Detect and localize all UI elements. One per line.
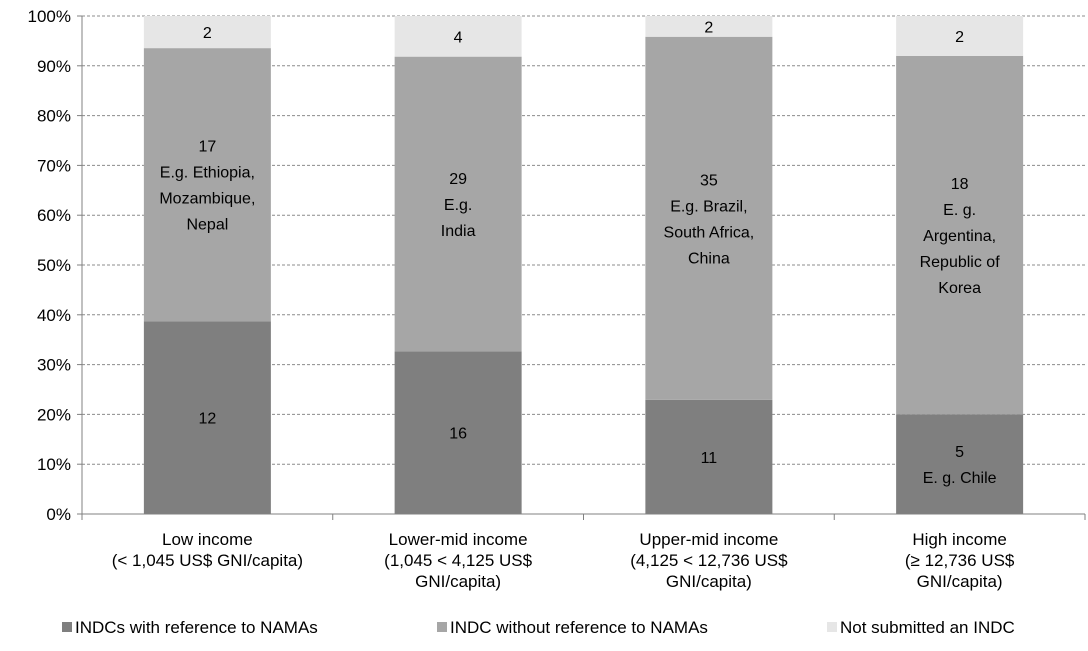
- data-label: 2: [955, 29, 964, 46]
- data-annotation: Mozambique,: [159, 191, 255, 208]
- y-tick-label: 20%: [37, 405, 71, 424]
- data-annotation: China: [688, 250, 730, 267]
- legend-swatch: [827, 622, 837, 632]
- data-label: 16: [449, 426, 467, 443]
- y-tick-label: 60%: [37, 206, 71, 225]
- x-tick-label: GNI/capita): [666, 572, 752, 591]
- data-annotation: E.g. Brazil,: [670, 198, 747, 215]
- data-label: 2: [704, 19, 713, 36]
- axes: 0% 10% 20% 30% 40% 50% 60% 70% 80% 90% 100% Low inc…: [28, 7, 1086, 591]
- y-tick-label: 90%: [37, 57, 71, 76]
- y-tick-label: 0%: [46, 505, 71, 524]
- y-tick-label: 10%: [37, 455, 71, 474]
- y-tick-label: 100%: [28, 7, 71, 26]
- legend-label: INDCs with reference to NAMAs: [75, 618, 318, 637]
- data-label: 11: [701, 450, 718, 467]
- data-annotation: E. g. Chile: [923, 470, 997, 487]
- bar-segment: [394, 351, 522, 514]
- data-label: 12: [198, 411, 216, 428]
- x-tick-label: Lower-mid income: [389, 530, 528, 549]
- bar-segment: [645, 36, 773, 400]
- data-annotation: E.g.: [444, 197, 472, 214]
- data-annotation: South Africa,: [664, 224, 755, 241]
- data-label: 5: [955, 444, 964, 461]
- data-annotation: E. g.: [943, 202, 976, 219]
- x-tick-label: (≥ 12,736 US$: [905, 551, 1015, 570]
- data-annotation: Republic of: [920, 254, 1001, 271]
- bar-segment: [896, 55, 1024, 415]
- y-tick-label: 50%: [37, 256, 71, 275]
- x-tick-label: High income: [912, 530, 1007, 549]
- data-annotation: India: [441, 223, 476, 240]
- x-tick-label: GNI/capita): [415, 572, 501, 591]
- bar-segment: [896, 16, 1024, 56]
- bar-segment: [645, 399, 773, 514]
- y-tick-label: 40%: [37, 306, 71, 325]
- bar-segment: [143, 321, 271, 514]
- data-label: 18: [951, 176, 969, 193]
- y-tick-label: 30%: [37, 356, 71, 375]
- bar-segment: [645, 16, 773, 37]
- bar-segment: [394, 56, 522, 352]
- legend-label: INDC without reference to NAMAs: [450, 618, 708, 637]
- data-annotation: E.g. Ethiopia,: [160, 165, 255, 182]
- data-label: 2: [203, 25, 212, 42]
- x-tick-label: (4,125 < 12,736 US$: [630, 551, 788, 570]
- x-tick-label: (1,045 < 4,125 US$: [384, 551, 532, 570]
- x-tick-label: GNI/capita): [917, 572, 1003, 591]
- data-annotation: Korea: [938, 280, 981, 297]
- bar-segment: [143, 16, 271, 49]
- x-tick-label: Upper-mid income: [639, 530, 778, 549]
- data-label: 29: [449, 171, 467, 188]
- bars: [143, 16, 1024, 514]
- bar-segment: [896, 414, 1024, 514]
- x-tick-label: Low income: [162, 530, 253, 549]
- legend-swatch: [437, 622, 447, 632]
- data-label: 35: [700, 172, 718, 189]
- data-labels: 12 17 E.g. Ethiopia, Mozambique, Nepal 2 16 29 E…: [159, 19, 1000, 487]
- data-label: 17: [198, 139, 216, 156]
- y-tick-label: 80%: [37, 107, 71, 126]
- legend-label: Not submitted an INDC: [840, 618, 1015, 637]
- data-label: 4: [454, 29, 463, 46]
- bar-segment: [394, 16, 522, 57]
- bar-segment: [143, 48, 271, 322]
- data-annotation: Argentina,: [923, 228, 996, 245]
- legend-swatch: [62, 622, 72, 632]
- y-tick-label: 70%: [37, 156, 71, 175]
- data-annotation: Nepal: [186, 217, 228, 234]
- x-tick-label: (< 1,045 US$ GNI/capita): [112, 551, 303, 570]
- legend: INDCs with reference to NAMAs INDC withou…: [62, 618, 1015, 637]
